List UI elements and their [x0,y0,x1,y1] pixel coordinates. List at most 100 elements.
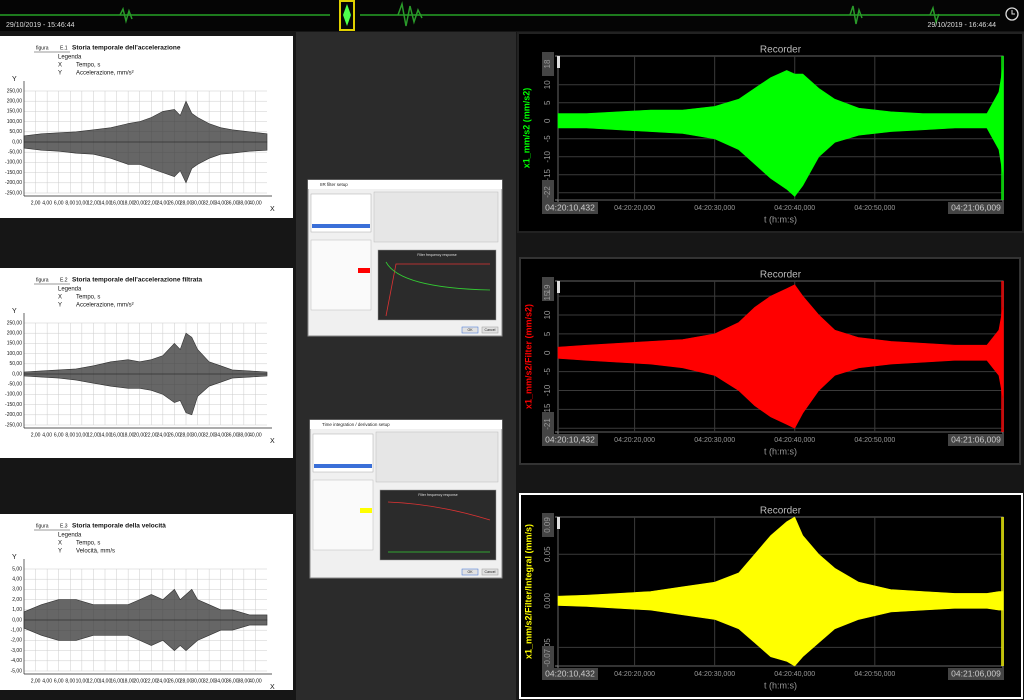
cancel-label: Cancel [485,570,496,574]
legend-x-name: X [58,541,62,547]
dialog-title: Time integration / derivation setup [322,422,390,427]
x-tick-label: 6,00 [54,678,64,684]
y-tick-label: -150,00 [5,402,22,408]
y-tick-label: -10 [543,384,552,396]
dialog-list-selection [312,224,370,228]
y-tick-label: 50,00 [9,361,22,367]
timeline-start: 29/10/2019 - 15:46:44 [6,22,75,29]
legend-x-label: Tempo, s [76,63,100,69]
y-tick-label: -22 [543,186,552,198]
x-tick-label: 36,00 [226,678,239,684]
timeline-selection[interactable] [339,0,355,31]
figure-caption: figura [36,45,49,51]
y-tick-label: 150,00 [7,341,23,347]
x-tick-label: 04:21:06,009 [951,668,1001,678]
y-tick-label: 3,00 [12,587,22,593]
x-tick-label: 30,00 [191,200,204,206]
y-tick-label: -250,00 [5,422,22,428]
x-tick-label: 28,00 [180,200,193,206]
y-tick-label: -4,00 [11,658,23,664]
x-tick-label: 16,00 [110,432,123,438]
signal-area [23,619,268,652]
x-tick-label: 40,00 [249,200,262,206]
legend-y-label: Accelerazione, mm/s² [76,71,134,77]
x-tick-label: 14,00 [99,432,112,438]
x-tick-label: 04:20:40,000 [774,437,815,444]
color-swatch [358,268,370,273]
dialog-title: IIR filter setup [320,182,348,187]
clock-hands [1011,10,1015,15]
x-tick-label: 20,00 [133,432,146,438]
x-tick-label: 4,00 [42,432,52,438]
x-tick-label: 2,00 [31,678,41,684]
x-axis-name: X [270,684,275,691]
selection-wave [343,4,351,26]
y-axis-label: x1_mm/s2 (mm/s2) [521,88,531,169]
y-tick-label: 0.05 [543,546,552,562]
x-tick-label: 04:20:30,000 [694,437,735,444]
cancel-label: Cancel [485,328,496,332]
y-tick-label: -21 [543,418,552,430]
x-tick-label: 30,00 [191,432,204,438]
figure-number: E.3 [60,523,68,529]
x-tick-label: 34,00 [214,678,227,684]
y-tick-label: 19 [543,284,552,293]
legend-title: Legenda [58,533,82,539]
legend-x-name: X [58,295,62,301]
x-tick-label: 32,00 [203,200,216,206]
response-plot [377,249,497,321]
x-tick-label: 2,00 [31,200,41,206]
y-tick-label: 0.09 [543,517,552,533]
ok-label: OK [467,328,473,332]
x-tick-label: 6,00 [54,432,64,438]
figure-title: Storia temporale della velocità [72,523,166,530]
signal-area [557,516,1004,602]
x-tick-label: 14,00 [99,678,112,684]
end-label-box [542,202,598,214]
x-tick-label: 12,00 [87,200,100,206]
y-tick-label: 100,00 [7,119,23,125]
ok-button[interactable] [461,568,479,576]
x-tick-label: 26,00 [168,678,181,684]
x-tick-label: 24,00 [157,200,170,206]
legend-y-name: Y [58,549,62,555]
phase-curve [385,261,491,291]
x-tick-label: 04:20:30,000 [694,205,735,212]
x-tick-label: 04:20:10,432 [545,434,595,444]
x-tick-label: 2,00 [31,432,41,438]
dialog-list-selection [314,464,372,468]
signal-area [23,332,268,375]
cursor-left [557,56,560,68]
ok-button[interactable] [461,326,479,334]
signal-area [557,600,1004,667]
x-tick-label: 22,00 [145,200,158,206]
y-tick-label: 5 [543,100,552,105]
x-tick-label: 04:21:06,009 [951,434,1001,444]
x-tick-label: 10,00 [76,432,89,438]
x-tick-label: 40,00 [249,678,262,684]
y-tick-label: 0.00 [543,592,552,608]
dialog-settings [375,431,499,483]
y-tick-label: 0 [543,350,552,355]
x-tick-label: 20,00 [133,200,146,206]
y-tick-label: 1,00 [12,607,22,613]
color-swatch [360,508,372,513]
cancel-button[interactable] [481,326,499,334]
figure-title: Storia temporale dell'accelerazione [72,45,181,52]
x-tick-label: 10,00 [76,678,89,684]
x-tick-label: 36,00 [226,432,239,438]
figure-caption: figura [36,523,49,529]
y-tick-label: -250,00 [5,190,22,196]
cancel-button[interactable] [481,568,499,576]
legend-x-label: Tempo, s [76,541,100,547]
y-tick-label: 18 [543,59,552,68]
legend-x-name: X [58,63,62,69]
clock-icon[interactable] [1005,7,1019,21]
x-tick-label: 34,00 [214,200,227,206]
y-tick-label: 10 [543,310,552,319]
signal-area [23,373,268,416]
x-tick-label: 32,00 [203,432,216,438]
x-tick-label: 26,00 [168,432,181,438]
